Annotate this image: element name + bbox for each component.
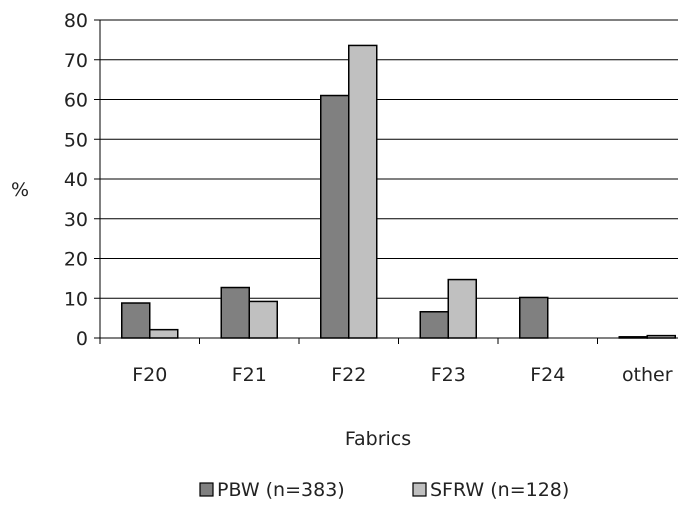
bar-sfrw-F22: [348, 44, 378, 339]
x-tick-label-F20: F20: [132, 364, 167, 386]
y-axis-title: %: [11, 179, 29, 201]
y-tick-label-60: 60: [64, 90, 88, 112]
y-tick-label-70: 70: [64, 50, 88, 72]
legend: PBW (n=383) SFRW (n=128): [199, 479, 569, 501]
y-tick-label-30: 30: [64, 209, 88, 231]
x-tick-label-other: other: [622, 364, 673, 386]
legend-swatch-pbw: [199, 482, 214, 497]
legend-label-pbw: PBW (n=383): [217, 479, 345, 501]
x-tick-labels: F20 F21 F22 F23 F24 other: [132, 364, 673, 386]
y-tick-label-80: 80: [64, 10, 88, 32]
legend-label-sfrw: SFRW (n=128): [430, 479, 569, 501]
x-axis-title: Fabrics: [345, 428, 411, 450]
gridlines: [100, 19, 678, 299]
bars: [121, 44, 676, 339]
x-tick-label-F22: F22: [331, 364, 366, 386]
x-tick-label-F21: F21: [232, 364, 267, 386]
y-tick-label-10: 10: [64, 288, 88, 310]
bar-pbw-F20: [121, 302, 151, 339]
bar-pbw-F21: [220, 286, 250, 339]
bar-pbw-F23: [419, 311, 449, 339]
y-tick-label-20: 20: [64, 249, 88, 271]
x-tick-label-F24: F24: [530, 364, 565, 386]
bar-sfrw-F20: [149, 328, 179, 339]
axes: [94, 19, 678, 344]
bar-sfrw-F23: [447, 278, 477, 339]
bar-sfrw-F21: [248, 300, 278, 339]
bar-pbw-F22: [320, 94, 350, 339]
y-tick-label-40: 40: [64, 169, 88, 191]
y-tick-label-50: 50: [64, 129, 88, 151]
y-tick-label-0: 0: [76, 328, 88, 350]
bar-pbw-F24: [519, 296, 549, 339]
x-tick-label-F23: F23: [431, 364, 466, 386]
y-tick-labels: 0 10 20 30 40 50 60 70 80: [64, 10, 88, 350]
legend-swatch-sfrw: [412, 482, 427, 497]
